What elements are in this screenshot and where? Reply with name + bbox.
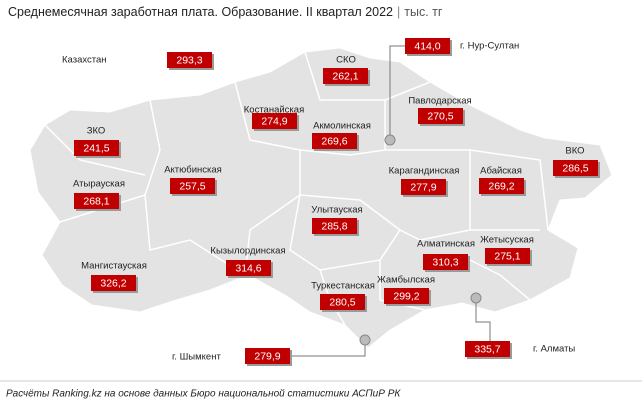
region-name: Костанайская	[244, 105, 304, 116]
region-name: Жамбылская	[377, 275, 435, 286]
value-box	[74, 140, 119, 156]
region-value: 414,0	[414, 40, 440, 52]
region-value: 270,5	[427, 110, 453, 122]
value-box	[312, 133, 357, 149]
region-value: 285,8	[321, 220, 347, 232]
region-value: 286,5	[562, 162, 588, 174]
separator: |	[397, 5, 400, 19]
region-name: СКО	[336, 55, 356, 66]
value-box	[553, 160, 598, 176]
region-name: Туркестанская	[311, 281, 375, 292]
region-value: 326,2	[100, 277, 126, 289]
value-box	[479, 178, 524, 194]
value-box	[312, 218, 357, 234]
region-value: 293,3	[176, 54, 202, 66]
region-name: Павлодарская	[408, 96, 471, 107]
value-box	[170, 178, 215, 194]
region-name: Казахстан	[62, 55, 107, 66]
region-name: Алматинская	[417, 239, 475, 250]
region-value: 274,9	[261, 115, 287, 127]
value-box	[167, 52, 212, 68]
region-name: Абайская	[480, 166, 522, 177]
unit: тыс. тг	[404, 5, 443, 19]
region-name: Карагандинская	[389, 166, 460, 177]
region-value: 279,9	[254, 350, 280, 362]
region-value: 269,6	[321, 135, 347, 147]
region-value: 277,9	[410, 181, 436, 193]
region-name: Актюбинская	[164, 165, 222, 176]
value-box	[74, 193, 119, 209]
region-value: 262,1	[332, 70, 358, 82]
region-name: г. Нур-Султан	[460, 41, 519, 52]
region-value: 310,3	[432, 256, 458, 268]
region-value: 314,6	[235, 262, 261, 274]
title: Среднемесячная заработная плата. Образов…	[8, 5, 443, 19]
connectors	[290, 45, 491, 357]
region-labels: Казахстан 293,3 СКО 262,1 г. Нур-Султан 414,0…	[62, 38, 600, 366]
value-box	[252, 113, 297, 129]
region-value: 275,1	[494, 250, 520, 262]
region-value: 299,2	[393, 290, 419, 302]
region-name: ЗКО	[87, 126, 106, 137]
region-value: 280,5	[329, 296, 355, 308]
region-name: Атырауская	[73, 179, 125, 190]
region-name: Акмолинская	[313, 121, 371, 132]
value-box	[465, 341, 510, 357]
title-text: Среднемесячная заработная плата. Образов…	[8, 5, 393, 19]
region-name: Улытауская	[311, 205, 362, 216]
region-name: г. Шымкент	[172, 352, 221, 363]
region-value: 241,5	[83, 142, 109, 154]
value-box	[91, 275, 136, 291]
region-value: 335,7	[474, 343, 500, 355]
region-value: 268,1	[83, 195, 109, 207]
region-name: г. Алматы	[533, 344, 575, 355]
value-box	[320, 294, 365, 310]
value-box	[401, 179, 446, 195]
value-box	[405, 38, 450, 54]
value-box	[245, 348, 290, 364]
region-value: 257,5	[179, 180, 205, 192]
value-box	[485, 248, 530, 264]
region-value: 269,2	[488, 180, 514, 192]
region-name: ВКО	[565, 146, 584, 157]
value-box	[323, 68, 368, 84]
value-box	[418, 108, 463, 124]
region-name: Мангистауская	[81, 261, 147, 272]
value-box	[384, 288, 429, 304]
value-box	[226, 260, 271, 276]
region-name: Жетысуская	[480, 235, 534, 246]
value-box	[423, 254, 468, 270]
region-name: Кызылординская	[210, 246, 285, 257]
source: Расчёты Ranking.kz на основе данных Бюро…	[6, 389, 401, 400]
